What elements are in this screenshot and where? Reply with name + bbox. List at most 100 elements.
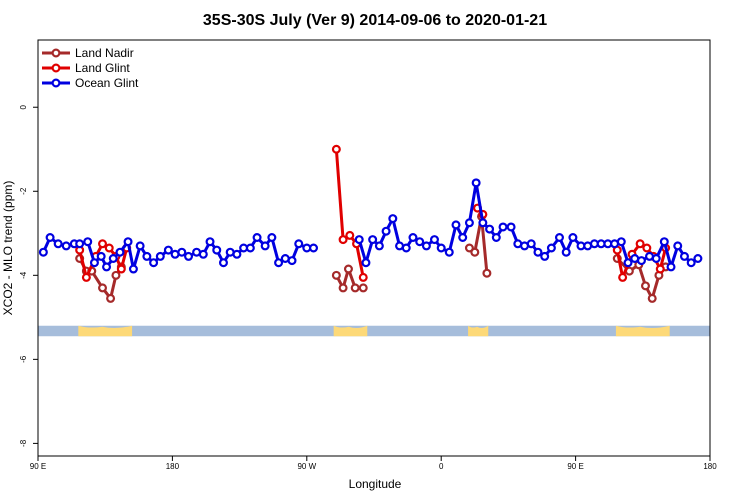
x-tick-label: 0 <box>439 462 444 471</box>
data-point <box>149 258 159 268</box>
data-point <box>198 249 208 259</box>
data-point <box>104 243 114 253</box>
map-land-shape <box>615 325 670 337</box>
legend-marker <box>51 63 61 73</box>
data-point <box>309 243 319 253</box>
data-point <box>636 256 646 266</box>
data-point <box>361 258 371 268</box>
data-point <box>205 237 215 247</box>
data-point <box>163 245 173 255</box>
data-point <box>640 281 650 291</box>
data-point <box>331 144 341 154</box>
data-point <box>218 258 228 268</box>
chart-title: 35S-30S July (Ver 9) 2014-09-06 to 2020-… <box>203 12 547 29</box>
data-point <box>123 237 133 247</box>
data-point <box>106 293 116 303</box>
data-point <box>89 258 99 268</box>
y-tick-label: -2 <box>19 187 28 195</box>
data-point <box>294 239 304 249</box>
data-point <box>212 245 222 255</box>
legend-label: Land Glint <box>75 61 130 75</box>
x-axis: 90 E 180 90 W 0 90 E 180 <box>30 456 717 471</box>
plot-frame <box>37 39 711 457</box>
map-land-shape <box>78 325 133 337</box>
data-point <box>128 264 138 274</box>
data-point <box>482 268 492 278</box>
data-point <box>436 243 446 253</box>
data-point <box>75 239 85 249</box>
data-point <box>485 224 495 234</box>
data-point <box>350 283 360 293</box>
y-axis: 0 -2 -4 -6 -8 <box>19 104 38 447</box>
data-point <box>623 258 633 268</box>
data-point <box>666 262 676 272</box>
data-point <box>498 222 508 232</box>
x-axis-label: Longitude <box>349 477 402 491</box>
series-land-glint <box>75 144 671 282</box>
data-point <box>38 247 48 257</box>
data-point <box>45 232 55 242</box>
data-point <box>155 251 165 261</box>
data-point <box>471 178 481 188</box>
data-point <box>53 239 63 249</box>
map-land-shape <box>333 325 368 337</box>
data-point <box>108 254 118 264</box>
data-point <box>177 247 187 257</box>
data-point <box>343 264 353 274</box>
data-point <box>368 235 378 245</box>
series-land-nadir <box>75 211 671 303</box>
legend-item: Ocean Glint <box>42 76 139 90</box>
data-point <box>421 241 431 251</box>
data-point <box>464 218 474 228</box>
data-point <box>554 232 564 242</box>
data-point <box>338 283 348 293</box>
data-point <box>111 270 121 280</box>
data-point <box>401 243 411 253</box>
data-point <box>429 235 439 245</box>
y-tick-label: -6 <box>19 355 28 363</box>
series-line <box>334 149 365 278</box>
y-tick-label: -4 <box>19 271 28 279</box>
data-point <box>116 264 126 274</box>
data-point <box>568 232 578 242</box>
data-point <box>655 264 665 274</box>
data-point <box>98 283 108 293</box>
legend-marker <box>51 78 61 88</box>
data-point <box>546 243 556 253</box>
series-ocean-glint <box>38 178 703 274</box>
data-point <box>618 272 628 282</box>
data-point <box>142 251 152 261</box>
data-point <box>616 237 626 247</box>
x-tick-label: 180 <box>703 462 717 471</box>
data-point <box>374 241 384 251</box>
data-point <box>260 241 270 251</box>
data-point <box>540 251 550 261</box>
data-point <box>651 254 661 264</box>
data-point <box>478 218 488 228</box>
map-land-shape <box>468 325 489 337</box>
data-point <box>83 237 93 247</box>
data-point <box>98 239 108 249</box>
data-point <box>287 256 297 266</box>
data-point <box>252 232 262 242</box>
x-tick-label: 90 E <box>567 462 583 471</box>
legend-item: Land Glint <box>42 61 130 75</box>
data-point <box>61 241 71 251</box>
data-point <box>444 247 454 257</box>
data-point <box>81 272 91 282</box>
series-layer <box>38 144 703 303</box>
data-point <box>659 237 669 247</box>
data-point <box>232 249 242 259</box>
data-point <box>115 247 125 257</box>
data-point <box>415 237 425 247</box>
legend-marker <box>51 48 61 58</box>
data-point <box>506 222 516 232</box>
x-tick-label: 180 <box>166 462 180 471</box>
data-point <box>267 232 277 242</box>
data-point <box>274 258 284 268</box>
data-point <box>358 272 368 282</box>
legend-label: Ocean Glint <box>75 76 139 90</box>
y-tick-label: 0 <box>19 104 28 109</box>
